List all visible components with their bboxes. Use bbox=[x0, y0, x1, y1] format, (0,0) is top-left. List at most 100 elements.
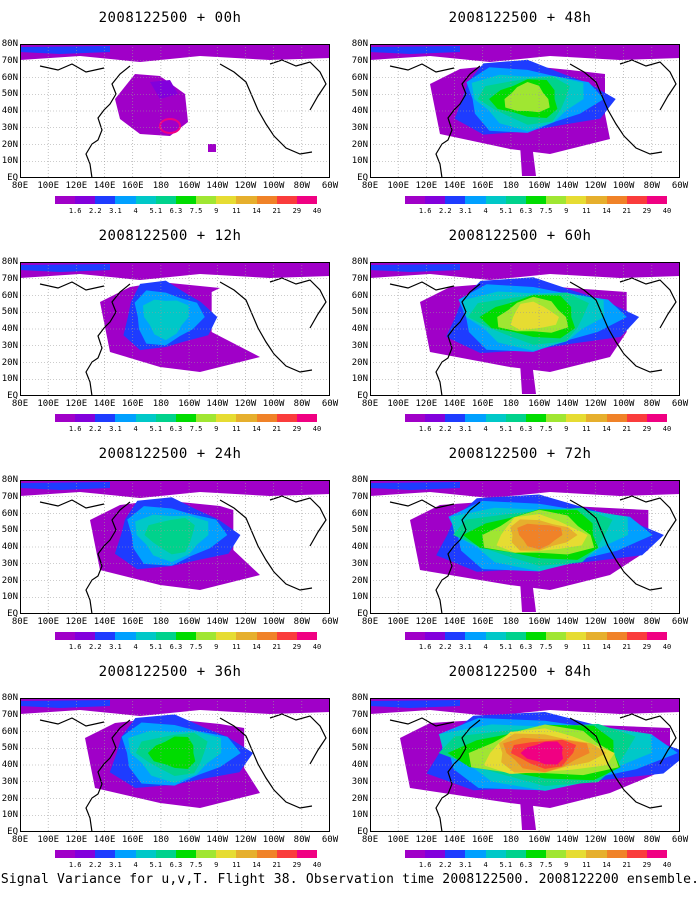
colorbar-tick-label: 14 bbox=[252, 643, 261, 651]
lon-tick-label: 180 bbox=[152, 399, 170, 409]
coastline-4 bbox=[389, 281, 455, 291]
coastline-1 bbox=[435, 501, 481, 614]
lon-tick-label: 140E bbox=[93, 181, 116, 191]
colorbar bbox=[55, 850, 318, 858]
lat-tick-label: 10N bbox=[1, 592, 18, 603]
colorbar-swatch bbox=[405, 196, 426, 204]
variance-band-7 bbox=[510, 301, 559, 331]
colorbar-swatch bbox=[135, 632, 156, 640]
map-panel: 2008122500 + 72h 80N 70N 60N 50N 40N 30N 20N 10N… bbox=[350, 440, 690, 660]
lon-tick-label: 160W bbox=[528, 181, 550, 191]
lat-tick-label: 50N bbox=[351, 307, 368, 318]
colorbar-swatch bbox=[175, 850, 197, 858]
map-canvas bbox=[370, 698, 680, 832]
colorbar-tick-label: 29 bbox=[292, 643, 302, 651]
lon-tick-label: 160W bbox=[178, 835, 200, 845]
lon-tick-label: 160E bbox=[471, 835, 494, 845]
lon-tick-label: 80E bbox=[11, 835, 29, 845]
colorbar-tick-label: 2.2 bbox=[438, 643, 452, 651]
colorbar-tick-label: 21 bbox=[622, 207, 631, 215]
lat-tick-label: 80N bbox=[1, 475, 18, 485]
colorbar-tick-label: 29 bbox=[642, 207, 652, 215]
lon-tick-label: 120E bbox=[415, 181, 438, 191]
colorbar-tick-label: 7.5 bbox=[539, 643, 553, 651]
lon-tick-label: 60W bbox=[671, 617, 689, 627]
lat-tick-label: 60N bbox=[351, 72, 368, 83]
lon-tick-label: 100E bbox=[387, 181, 410, 191]
colorbar-swatch bbox=[646, 414, 668, 422]
colorbar bbox=[55, 632, 318, 640]
variance-map bbox=[370, 262, 680, 396]
coastline-1 bbox=[435, 719, 481, 832]
lon-tick-label: 80W bbox=[293, 835, 310, 845]
lat-tick-label: 80N bbox=[351, 257, 368, 267]
lon-tick-label: 120W bbox=[234, 399, 257, 409]
colorbar-tick-label: 1.6 bbox=[68, 643, 82, 651]
lon-tick-label: 180 bbox=[152, 835, 170, 845]
colorbar-swatch bbox=[485, 632, 506, 640]
lat-tick-label: 70N bbox=[351, 273, 368, 284]
colorbar-tick-label: 3.1 bbox=[459, 861, 472, 869]
lon-tick-label: 80E bbox=[11, 181, 29, 191]
colorbar-swatch bbox=[115, 196, 136, 204]
colorbar-swatch bbox=[445, 632, 466, 640]
lat-tick-label: 30N bbox=[351, 340, 368, 351]
lat-tick-label: 10N bbox=[351, 810, 368, 821]
colorbar-swatch bbox=[55, 196, 76, 204]
arctic-core bbox=[20, 46, 110, 54]
variance-map bbox=[20, 44, 330, 178]
coastline-2 bbox=[569, 717, 663, 809]
colorbar bbox=[405, 414, 668, 422]
lon-tick-label: 80E bbox=[11, 399, 29, 409]
lon-tick-label: 100W bbox=[612, 399, 635, 409]
colorbar-swatch bbox=[155, 414, 176, 422]
colorbar-tick-label: 21 bbox=[622, 643, 631, 651]
colorbar-tick-label: 11 bbox=[232, 425, 241, 433]
lat-tick-label: 60N bbox=[351, 726, 368, 737]
colorbar-tick-label: 7.5 bbox=[189, 643, 203, 651]
lat-tick-label: 30N bbox=[1, 122, 18, 133]
colorbar-tick-label: 29 bbox=[292, 861, 302, 869]
lat-tick-label: EQ bbox=[7, 827, 18, 837]
colorbar-swatch bbox=[546, 850, 567, 858]
panel-title: 2008122500 + 24h bbox=[98, 446, 242, 462]
lon-tick-label: 160W bbox=[178, 399, 200, 409]
colorbar-tick-label: 6.3 bbox=[519, 643, 533, 651]
colorbar-tick-label: 40 bbox=[662, 861, 672, 869]
lat-tick-label: EQ bbox=[357, 391, 368, 401]
colorbar-swatch bbox=[296, 632, 318, 640]
colorbar-swatch bbox=[196, 850, 217, 858]
colorbar-tick-label: 7.5 bbox=[189, 861, 203, 869]
variance-band-5 bbox=[147, 736, 196, 769]
colorbar-tick-label: 5.1 bbox=[149, 207, 163, 215]
colorbar-tick-label: 1.6 bbox=[418, 207, 432, 215]
lat-tick-label: EQ bbox=[357, 827, 368, 837]
colorbar-tick-label: 7.5 bbox=[539, 207, 553, 215]
colorbar-tick-label: 29 bbox=[642, 643, 652, 651]
colorbar-tick-label: 3.1 bbox=[109, 643, 122, 651]
lat-tick-label: EQ bbox=[7, 391, 18, 401]
colorbar-tick-label: 11 bbox=[232, 861, 241, 869]
lon-tick-label: 120W bbox=[234, 181, 257, 191]
coastline-4 bbox=[39, 717, 105, 727]
map-frame bbox=[370, 480, 680, 614]
lat-tick-label: 50N bbox=[351, 525, 368, 536]
colorbar-swatch bbox=[115, 414, 136, 422]
lon-tick-label: 160W bbox=[528, 399, 550, 409]
map-panel: 2008122500 + 12h 80N 70N 60N 50N 40N 30N 20N 10N… bbox=[0, 222, 340, 442]
colorbar-swatch bbox=[525, 414, 547, 422]
colorbar-swatch bbox=[546, 414, 567, 422]
colorbar-tick-label: 29 bbox=[642, 425, 652, 433]
colorbar-tick-label: 6.3 bbox=[169, 643, 183, 651]
panel-title: 2008122500 + 72h bbox=[448, 446, 592, 462]
small-patch bbox=[208, 144, 216, 152]
colorbar-tick-label: 5.1 bbox=[499, 861, 513, 869]
colorbar-tick-label: 9 bbox=[214, 425, 219, 433]
lon-tick-label: 160W bbox=[178, 617, 200, 627]
colorbar-tick-label: 9 bbox=[564, 643, 569, 651]
lon-tick-label: 60W bbox=[671, 181, 689, 191]
colorbar-swatch bbox=[296, 196, 318, 204]
colorbar-swatch bbox=[75, 632, 96, 640]
panel-title: 2008122500 + 60h bbox=[448, 228, 592, 244]
panel-title: 2008122500 + 48h bbox=[448, 10, 592, 26]
